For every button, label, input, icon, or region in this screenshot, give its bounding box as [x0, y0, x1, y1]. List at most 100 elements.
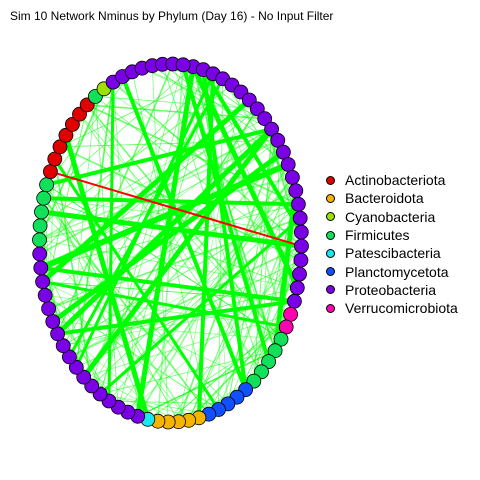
positive-edge [99, 66, 194, 395]
node [261, 354, 277, 370]
legend-label: Patescibacteria [345, 245, 441, 262]
node [36, 190, 52, 206]
node [58, 127, 74, 143]
node [33, 260, 49, 276]
node [65, 117, 80, 132]
positive-edge [99, 393, 200, 419]
node [264, 121, 280, 137]
node [275, 144, 291, 160]
legend-swatch [326, 285, 335, 295]
node [39, 177, 54, 193]
positive-edge [107, 80, 115, 403]
node [270, 132, 286, 148]
legend-label: Planctomycetota [345, 263, 449, 280]
legend-item: Actinobacteriota [326, 171, 458, 189]
legend-label: Bacteroidota [345, 190, 424, 207]
positive-edge [253, 190, 297, 382]
positive-edge [39, 253, 110, 402]
node [62, 349, 77, 365]
node [292, 210, 308, 226]
positive-edge [42, 281, 295, 302]
legend-swatch [326, 303, 335, 313]
positive-edge [86, 104, 266, 120]
positive-edge [38, 265, 297, 304]
legend-swatch [326, 212, 335, 222]
positive-edge [75, 366, 179, 423]
positive-edge [43, 197, 54, 322]
legend-label: Verrucomicrobiota [345, 300, 458, 317]
positive-edge [120, 74, 248, 392]
legend-swatch [326, 248, 335, 258]
node [34, 204, 49, 220]
node [55, 338, 71, 354]
legend-item: Firmicutes [326, 226, 458, 244]
positive-edge [55, 126, 275, 337]
node [76, 369, 92, 385]
legend-label: Proteobacteria [345, 281, 437, 298]
positive-edge [95, 96, 258, 110]
positive-edge [69, 96, 96, 358]
positive-edge [91, 108, 258, 387]
node [257, 111, 273, 127]
positive-edge [42, 197, 210, 416]
positive-edge [236, 259, 302, 398]
node-layer [32, 56, 309, 430]
positive-edge [99, 393, 210, 415]
node [32, 246, 48, 262]
node [284, 169, 300, 185]
legend-swatch [326, 193, 335, 203]
legend-label: Cyanobacteria [345, 208, 436, 225]
node [50, 326, 65, 342]
node [52, 139, 68, 155]
legend-item: Cyanobacteria [326, 208, 458, 226]
positive-edge [98, 216, 302, 396]
node [32, 218, 48, 234]
positive-edge [55, 299, 297, 336]
node [35, 274, 50, 290]
legend-swatch [326, 175, 335, 185]
positive-edge [74, 72, 215, 369]
legend-item: Proteobacteria [326, 281, 458, 299]
positive-edge [39, 84, 233, 227]
positive-edge [41, 280, 288, 329]
positive-edge [50, 149, 286, 324]
node [294, 238, 309, 254]
positive-edge [127, 259, 302, 413]
positive-edge [181, 62, 271, 364]
positive-edge [157, 64, 184, 423]
node [37, 287, 53, 303]
positive-edge [44, 127, 274, 187]
legend-label: Firmicutes [345, 227, 410, 244]
node [293, 224, 309, 240]
legend-item: Patescibacteria [326, 244, 458, 262]
legend-label: Actinobacteriota [345, 172, 446, 189]
positive-edge [53, 157, 220, 411]
node [289, 280, 305, 296]
node [283, 306, 299, 322]
node [249, 101, 265, 117]
positive-edge [187, 313, 292, 422]
node [286, 293, 302, 309]
node [292, 266, 307, 282]
thick-edge-layer [37, 62, 304, 422]
positive-edge [196, 71, 216, 420]
node [41, 301, 56, 317]
positive-edge [99, 350, 276, 395]
positive-edge [95, 96, 302, 261]
positive-edge [112, 81, 139, 417]
legend-swatch [326, 267, 335, 277]
positive-edge [42, 281, 110, 402]
node [288, 183, 304, 199]
node [273, 331, 289, 347]
positive-edge [62, 203, 299, 347]
legend-swatch [326, 230, 335, 240]
positive-edge [86, 104, 300, 206]
positive-edge [136, 349, 276, 418]
negative-edge [49, 170, 303, 248]
positive-edge [81, 126, 275, 380]
positive-edge [39, 209, 304, 249]
legend-item: Verrucomicrobiota [326, 299, 458, 317]
legend-item: Planctomycetota [326, 262, 458, 280]
legend: Actinobacteriota Bacteroidota Cyanobacteri… [326, 171, 458, 317]
